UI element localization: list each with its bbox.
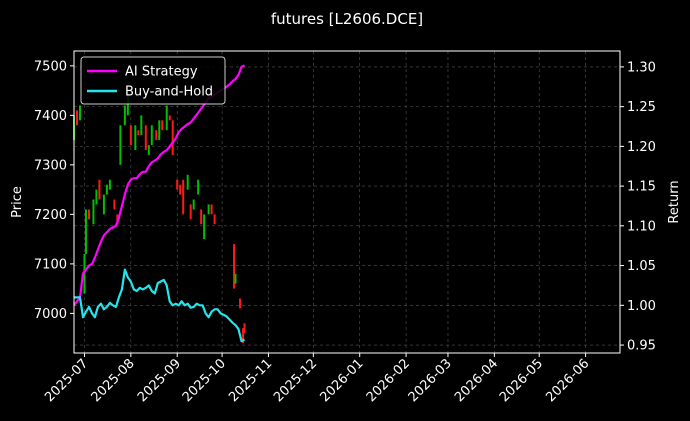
candle: [137, 130, 140, 136]
candle: [233, 244, 236, 289]
candle: [171, 120, 174, 155]
candle: [78, 105, 81, 121]
candle: [84, 209, 87, 254]
candle: [123, 105, 126, 126]
candle: [147, 145, 150, 155]
candle: [87, 209, 90, 220]
y-axis-left-label: Price: [10, 186, 25, 218]
candle: [134, 125, 137, 151]
candle: [168, 115, 171, 121]
candle: [165, 105, 168, 131]
candle: [119, 125, 122, 165]
candle: [192, 199, 195, 210]
legend-label: Buy-and-Hold: [125, 85, 213, 100]
candle: [239, 298, 242, 309]
candle: [83, 253, 86, 294]
candle: [108, 179, 111, 190]
candle: [140, 115, 143, 136]
candle: [113, 199, 116, 210]
candle: [102, 194, 105, 215]
plot-frame: [73, 50, 621, 354]
candle: [210, 204, 213, 215]
y-axis-right: 0.95 1.00 1.05 1.10 1.15 1.20 1.25 1.30: [620, 60, 656, 354]
candle: [203, 214, 206, 240]
y-right-tick-label: 1.05: [627, 259, 656, 274]
candle: [176, 179, 179, 190]
candle: [75, 110, 78, 126]
y-right-tick-label: 1.20: [627, 140, 656, 155]
y-right-tick-label: 1.25: [627, 100, 656, 115]
candle: [197, 179, 200, 195]
candle: [144, 125, 147, 151]
y-right-tick-label: 1.00: [627, 299, 656, 314]
y-left-tick-label: 7300: [34, 158, 67, 173]
candle: [243, 323, 246, 334]
chart-title: futures [L2606.DCE]: [271, 10, 423, 28]
candle: [200, 209, 203, 225]
y-axis-left: 7000 7100 7200 7300 7400 7500: [34, 59, 74, 322]
candle: [95, 189, 98, 205]
candle: [186, 174, 189, 190]
candle: [179, 184, 182, 195]
candle: [92, 199, 95, 225]
y-left-tick-label: 7400: [34, 109, 67, 124]
y-right-tick-label: 1.15: [627, 180, 656, 195]
y-axis-right-label: Return: [667, 180, 682, 223]
candle: [129, 125, 132, 146]
candle: [155, 130, 158, 141]
series-line-buy-and-hold: [74, 268, 246, 343]
candle: [242, 328, 245, 344]
candle: [150, 125, 153, 146]
candle: [98, 179, 101, 200]
candle: [213, 214, 216, 225]
candle: [189, 204, 192, 220]
candle: [234, 273, 237, 284]
candle: [105, 184, 108, 195]
y-right-tick-label: 1.10: [627, 219, 656, 234]
y-left-tick-label: 7200: [34, 208, 67, 223]
legend: AI Strategy Buy-and-Hold: [80, 56, 226, 105]
y-left-tick-label: 7100: [34, 257, 67, 272]
candle: [158, 120, 161, 141]
y-right-tick-label: 0.95: [627, 339, 656, 354]
legend-label: AI Strategy: [125, 65, 198, 80]
candle: [161, 120, 164, 131]
y-right-tick-label: 1.30: [627, 60, 656, 75]
candle: [207, 204, 210, 215]
candle: [182, 179, 185, 215]
y-left-tick-label: 7500: [34, 59, 67, 74]
y-left-tick-label: 7000: [34, 307, 67, 322]
